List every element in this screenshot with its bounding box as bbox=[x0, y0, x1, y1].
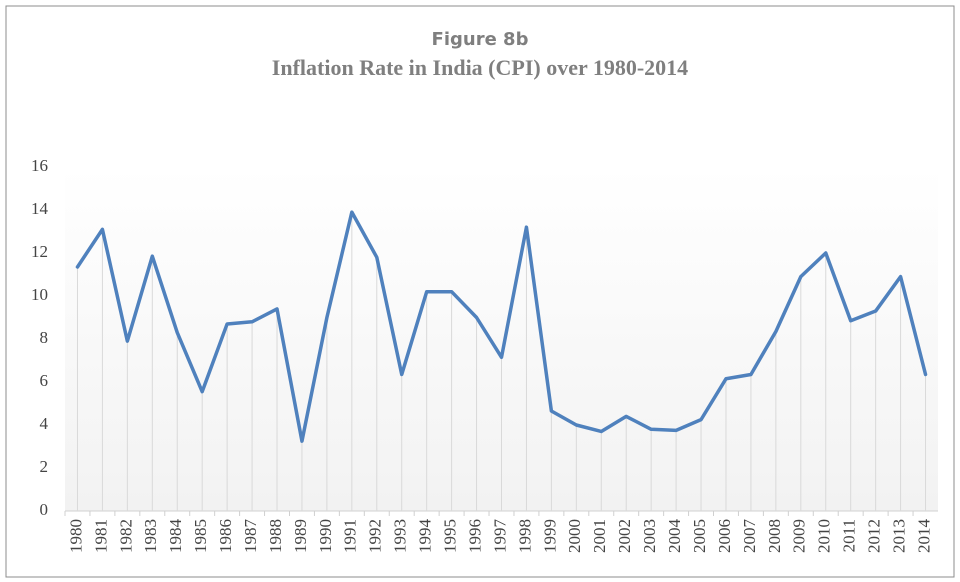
x-tick-label: 1982 bbox=[116, 519, 135, 553]
y-tick-label: 0 bbox=[40, 500, 49, 519]
x-tick-label: 1994 bbox=[416, 519, 435, 554]
y-tick-label: 14 bbox=[31, 199, 49, 218]
x-tick-label: 1993 bbox=[391, 519, 410, 553]
x-tick-label: 1983 bbox=[141, 519, 160, 553]
y-tick-label: 4 bbox=[40, 414, 49, 433]
y-tick-label: 10 bbox=[31, 285, 48, 304]
y-tick-label: 2 bbox=[40, 457, 49, 476]
x-tick-label: 2011 bbox=[840, 519, 859, 552]
x-tick-label: 2013 bbox=[889, 519, 908, 553]
x-tick-label: 1998 bbox=[515, 519, 534, 553]
x-tick-label: 1990 bbox=[316, 519, 335, 553]
x-tick-label: 2003 bbox=[640, 519, 659, 553]
x-tick-label: 1992 bbox=[366, 519, 385, 553]
chart-title: Figure 8b bbox=[432, 29, 529, 50]
x-tick-label: 2009 bbox=[790, 519, 809, 553]
y-tick-label: 6 bbox=[40, 371, 49, 390]
x-tick-label: 2010 bbox=[815, 519, 834, 553]
x-tick-label: 1986 bbox=[216, 519, 235, 553]
x-tick-label: 1981 bbox=[91, 519, 110, 553]
x-tick-label: 2005 bbox=[690, 519, 709, 553]
x-tick-label: 2008 bbox=[765, 519, 784, 553]
x-tick-label: 1999 bbox=[540, 519, 559, 553]
x-tick-label: 1985 bbox=[191, 519, 210, 553]
x-tick-label: 2014 bbox=[914, 519, 933, 554]
x-tick-label: 1987 bbox=[241, 519, 260, 554]
x-tick-label: 1980 bbox=[66, 519, 85, 553]
x-tick-label: 2002 bbox=[615, 519, 634, 553]
line-series bbox=[75, 210, 928, 443]
x-tick-label: 2000 bbox=[565, 519, 584, 553]
y-tick-label: 12 bbox=[31, 242, 48, 261]
x-tick-label: 2007 bbox=[740, 519, 759, 554]
x-tick-label: 2001 bbox=[590, 519, 609, 553]
x-tick-label: 1996 bbox=[465, 519, 484, 553]
x-tick-label: 1984 bbox=[166, 519, 185, 554]
x-tick-label: 1997 bbox=[490, 519, 509, 554]
y-tick-label: 16 bbox=[31, 156, 48, 175]
x-tick-label: 1995 bbox=[441, 519, 460, 553]
y-tick-label: 8 bbox=[40, 328, 49, 347]
x-tick-label: 1989 bbox=[291, 519, 310, 553]
x-tick-label: 2012 bbox=[865, 519, 884, 553]
x-tick-label: 1988 bbox=[266, 519, 285, 553]
x-tick-label: 2006 bbox=[715, 519, 734, 553]
chart-subtitle: Inflation Rate in India (CPI) over 1980-… bbox=[272, 55, 688, 80]
x-tick-label: 1991 bbox=[341, 519, 360, 553]
x-tick-label: 2004 bbox=[665, 519, 684, 554]
